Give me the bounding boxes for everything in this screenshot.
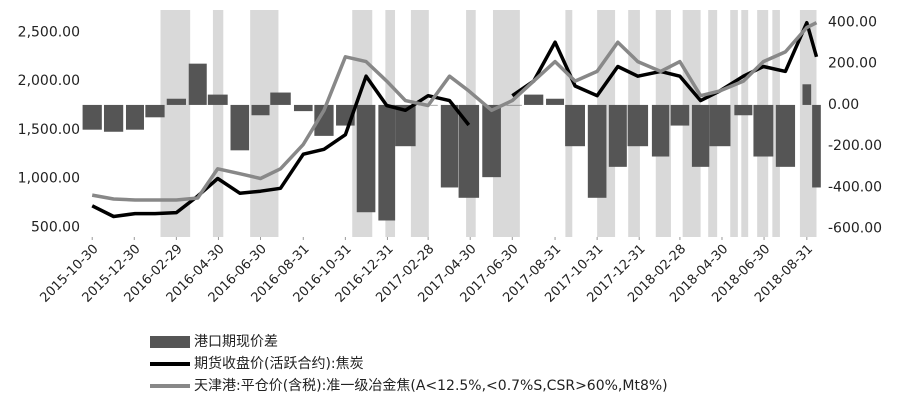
legend-swatch xyxy=(150,336,190,348)
spread-bar xyxy=(691,104,710,167)
y-tick-label: 1,000.00 xyxy=(18,171,80,187)
spread-bar xyxy=(207,94,228,105)
spread-bar xyxy=(230,104,250,151)
shaded-period xyxy=(730,10,738,237)
spread-bar xyxy=(356,104,376,213)
spread-bar xyxy=(270,92,291,105)
y-tick-label: 2,000.00 xyxy=(18,73,80,89)
shaded-period xyxy=(212,10,224,237)
spread-bar xyxy=(565,104,585,147)
y-tick-label: 2,500.00 xyxy=(18,24,80,40)
spread-bar xyxy=(524,94,544,105)
spread-bar xyxy=(395,104,416,147)
spread-bar xyxy=(458,104,480,198)
spread-bar xyxy=(734,104,753,116)
spread-bar xyxy=(188,63,207,105)
spread-bar xyxy=(378,104,396,221)
spread-bar xyxy=(812,104,821,188)
y2-tick-label: 400.00 xyxy=(828,14,877,30)
legend-label: 港口期现价差 xyxy=(194,334,278,350)
spread-bar xyxy=(251,104,270,116)
spread-bar xyxy=(82,104,102,130)
y2-tick-label: -400.00 xyxy=(828,179,882,195)
shaded-period xyxy=(160,10,191,237)
spread-bar xyxy=(293,104,313,112)
spread-bar xyxy=(775,104,796,167)
y-tick-label: 500.00 xyxy=(31,219,80,235)
spread-bar xyxy=(103,104,124,132)
spread-bar xyxy=(546,98,565,105)
spread-bar xyxy=(802,84,812,105)
shaded-period xyxy=(410,10,429,237)
y2-tick-label: -600.00 xyxy=(828,221,882,237)
spread-bar xyxy=(587,104,607,198)
spread-bar xyxy=(709,104,731,147)
spread-bar xyxy=(314,104,334,136)
spread-bar xyxy=(753,104,774,157)
shaded-period xyxy=(250,10,279,237)
y2-tick-label: -200.00 xyxy=(828,138,882,154)
price-line xyxy=(91,21,818,202)
spread-bar xyxy=(627,104,649,147)
shaded-period xyxy=(682,10,701,237)
spread-bar xyxy=(440,104,459,188)
y2-tick-label: 200.00 xyxy=(828,56,877,72)
spread-bar xyxy=(651,104,670,157)
legend-label: 天津港:平仓价(含税):准一级冶金焦(A<12.5%,<0.7%S,CSR>60… xyxy=(194,378,668,394)
price-line xyxy=(91,74,471,219)
legend-label: 期货收盘价(活跃合约):焦炭 xyxy=(194,355,364,372)
price-line xyxy=(511,20,819,103)
y2-tick-label: 0.00 xyxy=(828,97,859,113)
shaded-period xyxy=(741,10,749,237)
spread-bar xyxy=(166,98,186,105)
spread-bar xyxy=(608,104,627,167)
y-tick-label: 1,500.00 xyxy=(18,122,80,138)
spread-bar xyxy=(502,104,522,106)
spread-bar xyxy=(145,104,165,118)
spread-bar xyxy=(125,104,144,130)
spread-bar xyxy=(670,104,690,126)
spread-bar xyxy=(482,104,501,178)
